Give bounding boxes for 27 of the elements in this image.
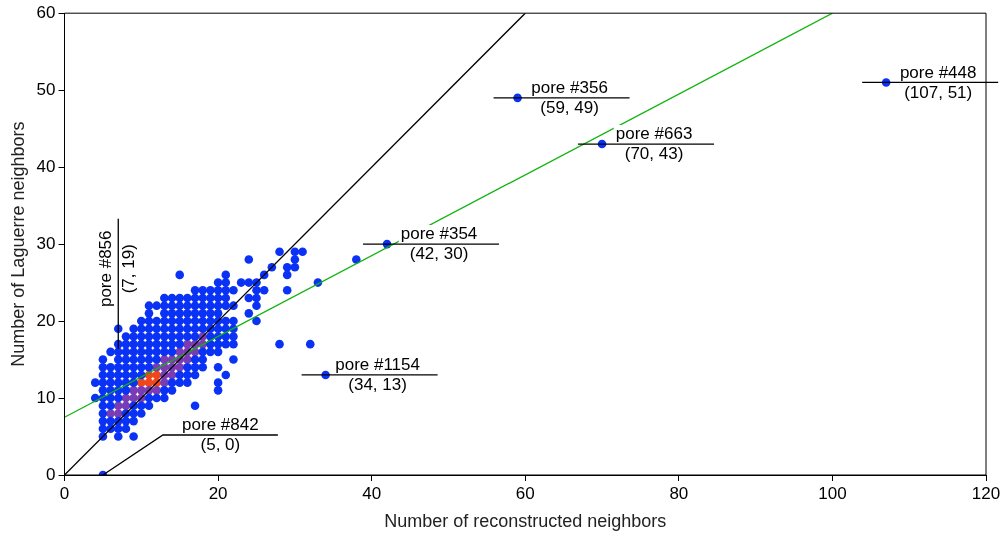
x-tick-label: 60 — [515, 483, 535, 503]
point — [129, 393, 138, 403]
y-tick-label: 60 — [36, 2, 56, 22]
annotation: pore #663 (70, 43) — [615, 124, 693, 164]
x-tick-label: 120 — [971, 483, 1001, 503]
y-axis-title: Number of Laguerre neighbors — [7, 121, 28, 367]
point — [152, 370, 161, 380]
y-tick-label: 20 — [36, 310, 56, 330]
x-tick-label: 0 — [59, 483, 70, 503]
annotation: pore #356 (59, 49) — [531, 78, 608, 118]
y-tick-label: 0 — [46, 464, 56, 484]
x-tick-label: 100 — [818, 483, 847, 503]
y-tick-label: 30 — [36, 233, 56, 253]
annotation: pore #842 (5, 0) — [182, 415, 259, 455]
x-tick-label: 80 — [669, 483, 689, 503]
y-tick-label: 50 — [36, 79, 56, 99]
point — [152, 386, 161, 395]
annotation: pore #354 (42, 30) — [400, 224, 478, 264]
x-tick-label: 20 — [208, 483, 228, 503]
y-tick-label: 40 — [36, 156, 56, 176]
point — [137, 386, 146, 395]
x-axis-title: Number of reconstructed neighbors — [384, 511, 667, 532]
annotation: pore #1154 (34, 13) — [335, 355, 420, 395]
x-tick-label: 40 — [362, 483, 382, 503]
annotation: pore #856 (7, 19) — [96, 230, 139, 308]
y-tick-label: 10 — [36, 387, 56, 407]
annotation: pore #448 (107, 51) — [899, 62, 977, 102]
